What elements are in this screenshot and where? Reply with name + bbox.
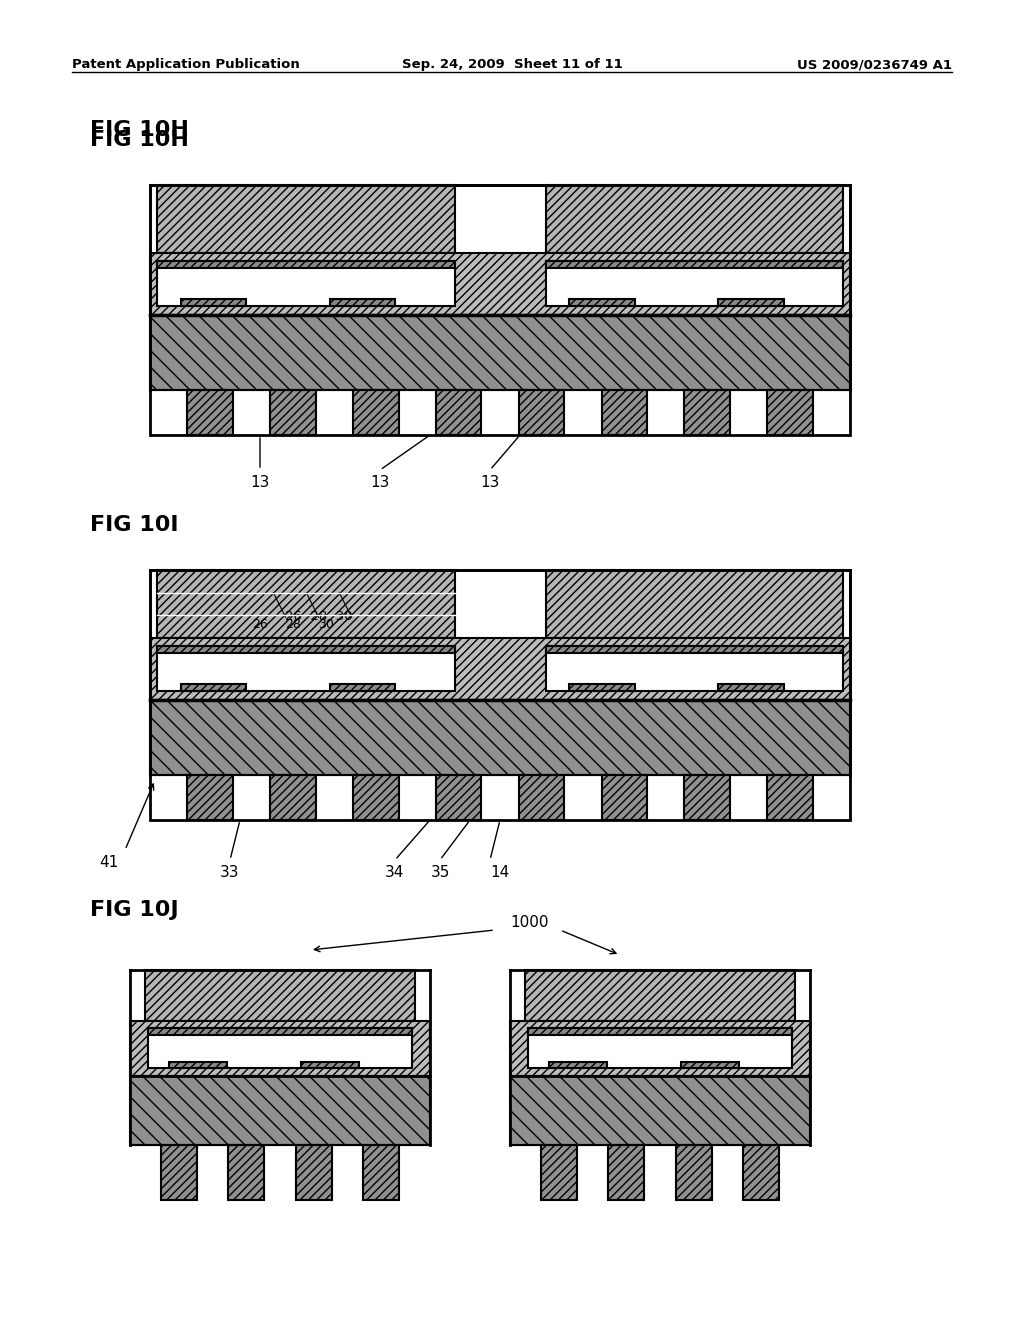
Bar (169, 1061, 227, 1068)
Text: 26: 26 (252, 618, 268, 631)
Text: 14: 14 (490, 865, 510, 880)
Bar (519, 389, 564, 436)
Text: 41: 41 (98, 855, 118, 870)
Bar (157, 185, 455, 252)
Text: 30: 30 (318, 618, 334, 631)
Bar (767, 775, 813, 820)
Bar (148, 1028, 412, 1068)
Bar (546, 647, 843, 692)
Bar (684, 389, 730, 436)
Bar (148, 1028, 412, 1035)
Bar (362, 1144, 398, 1200)
Bar (187, 775, 232, 820)
Bar (161, 1144, 198, 1200)
Bar (181, 300, 246, 306)
Bar (157, 647, 455, 692)
Text: FIG 10H: FIG 10H (90, 120, 188, 140)
Text: Sep. 24, 2009  Sheet 11 of 11: Sep. 24, 2009 Sheet 11 of 11 (401, 58, 623, 71)
Bar (353, 389, 398, 436)
Bar (569, 300, 635, 306)
Text: FIG 10H: FIG 10H (90, 129, 188, 150)
Text: US 2009/0236749 A1: US 2009/0236749 A1 (797, 58, 952, 71)
Bar (525, 970, 795, 1020)
Bar (296, 1144, 332, 1200)
Bar (436, 775, 481, 820)
Bar (519, 775, 564, 820)
Bar (150, 570, 850, 820)
Bar (528, 1028, 792, 1068)
Bar (130, 1076, 430, 1144)
Bar (187, 389, 232, 436)
Bar (157, 261, 455, 268)
Bar (330, 684, 395, 692)
Bar (684, 775, 730, 820)
Bar (353, 775, 398, 820)
Bar (150, 315, 850, 389)
Bar (542, 1144, 578, 1200)
Bar (718, 684, 783, 692)
Bar (510, 1020, 810, 1076)
Bar (681, 1061, 739, 1068)
Bar (150, 638, 850, 700)
Bar (130, 1020, 430, 1076)
Bar (546, 647, 843, 653)
Bar (546, 261, 843, 306)
Bar (608, 1144, 644, 1200)
Text: FIG 10I: FIG 10I (90, 515, 178, 535)
Text: Patent Application Publication: Patent Application Publication (72, 58, 300, 71)
Bar (150, 185, 850, 436)
Bar (546, 261, 843, 268)
Text: 1000: 1000 (510, 915, 549, 931)
Bar (718, 300, 783, 306)
Text: 28: 28 (285, 618, 301, 631)
Text: 13: 13 (250, 475, 269, 490)
Bar (601, 389, 647, 436)
Bar (301, 1061, 359, 1068)
Bar (742, 1144, 779, 1200)
Bar (157, 570, 455, 638)
Bar (510, 1076, 810, 1144)
Bar (767, 389, 813, 436)
Bar (145, 970, 415, 1020)
Bar (436, 389, 481, 436)
Bar (528, 1028, 792, 1035)
Bar (270, 775, 315, 820)
Text: 35: 35 (430, 865, 450, 880)
Bar (569, 684, 635, 692)
Text: 34: 34 (385, 865, 404, 880)
Bar (150, 700, 850, 775)
Bar (157, 261, 455, 306)
Bar (546, 570, 843, 638)
Text: 26  28  30: 26 28 30 (285, 610, 352, 623)
Bar (546, 185, 843, 252)
Bar (181, 684, 246, 692)
Bar (601, 775, 647, 820)
Text: FIG 10J: FIG 10J (90, 900, 178, 920)
Bar (676, 1144, 712, 1200)
Bar (330, 300, 395, 306)
Text: 33: 33 (220, 865, 240, 880)
Bar (157, 647, 455, 653)
Bar (228, 1144, 264, 1200)
Text: 13: 13 (480, 475, 500, 490)
Bar (549, 1061, 607, 1068)
Bar (270, 389, 315, 436)
Text: 13: 13 (371, 475, 390, 490)
Bar (150, 252, 850, 315)
